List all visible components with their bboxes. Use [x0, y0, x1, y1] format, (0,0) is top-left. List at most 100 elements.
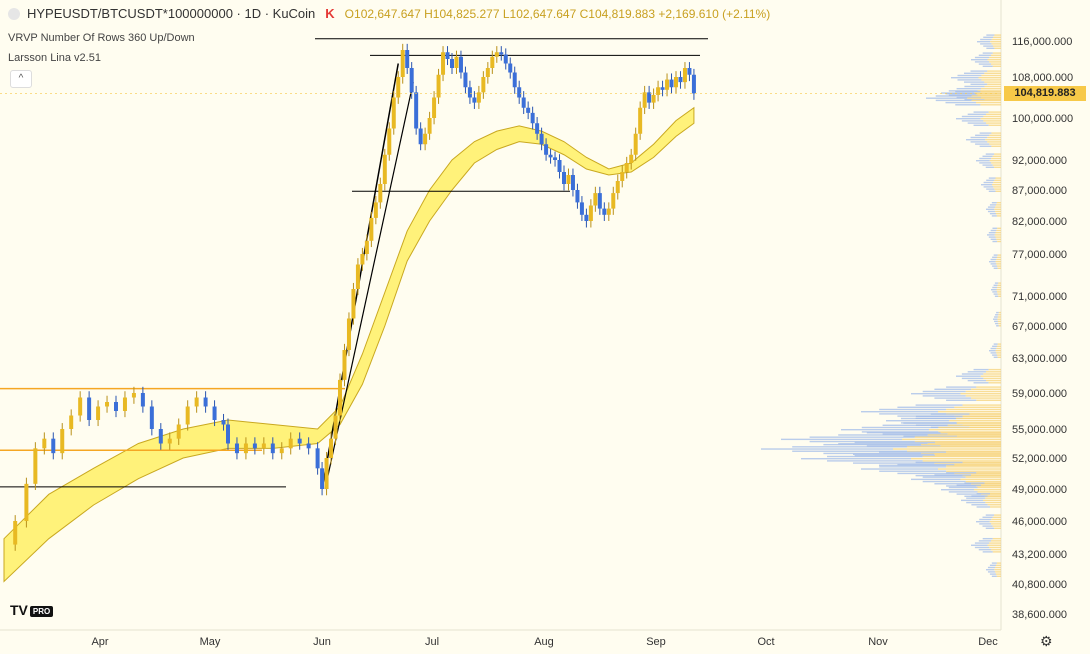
volume-profile-up-bar — [922, 455, 1001, 458]
volume-profile-up-bar — [991, 132, 1001, 134]
candle-body — [624, 163, 629, 172]
volume-profile-down-bar — [991, 202, 997, 204]
volume-profile-down-bar — [982, 52, 993, 54]
candle-body — [306, 443, 311, 449]
change-readout: +2,169.610 (+2.11%) — [658, 6, 771, 21]
volume-profile-down-bar — [861, 468, 938, 470]
volume-profile-down-bar — [983, 45, 994, 47]
volume-profile-down-bar — [989, 573, 997, 575]
candle-body — [69, 415, 74, 429]
volume-profile-up-bar — [991, 518, 1001, 521]
volume-profile-down-bar — [861, 411, 938, 413]
volume-profile-down-bar — [978, 63, 992, 65]
volume-profile-down-bar — [964, 482, 985, 484]
price-tick-label: 116,000.000 — [1012, 36, 1072, 48]
candle-body — [570, 175, 575, 190]
volume-profile-up-bar — [980, 90, 1001, 93]
candle-body — [351, 289, 356, 319]
volume-profile-down-bar — [988, 190, 996, 192]
volume-profile-down-bar — [978, 54, 992, 56]
volume-profile-up-bar — [983, 120, 1001, 122]
volume-profile-down-bar — [823, 443, 922, 446]
volume-profile-up-bar — [987, 544, 1001, 546]
volume-profile-down-bar — [995, 314, 999, 316]
candle-body — [642, 92, 647, 108]
volume-profile-down-bar — [975, 134, 990, 136]
volume-profile-up-bar — [935, 441, 1001, 444]
volume-profile-up-bar — [997, 254, 1001, 256]
volume-profile-up-bar — [995, 177, 1001, 179]
time-tick-label: Sep — [646, 636, 666, 648]
volume-profile-down-bar — [992, 291, 998, 293]
volume-profile-up-bar — [997, 286, 1001, 289]
volume-profile-down-bar — [982, 516, 993, 518]
volume-profile-up-bar — [893, 448, 1001, 450]
volume-profile-down-bar — [973, 124, 989, 126]
indicator-vrvp[interactable]: VRVP Number Of Rows 360 Up/Down — [8, 32, 195, 44]
candle-body — [140, 393, 145, 407]
volume-profile-up-bar — [989, 61, 1001, 63]
candle-body — [346, 318, 351, 350]
volume-profile-up-bar — [991, 63, 1001, 65]
gear-icon[interactable]: ⚙ — [1040, 633, 1053, 649]
volume-profile-up-bar — [997, 318, 1001, 320]
ohlc-readout: O102,647.647 H104,825.277 L102,647.647 C… — [344, 6, 771, 21]
volume-profile-down-bar — [903, 422, 958, 424]
price-tick-label: 82,000.000 — [1012, 216, 1067, 228]
indicator-larsson[interactable]: Larsson Lina v2.51 — [8, 52, 101, 64]
volume-profile-down-bar — [994, 282, 999, 284]
volume-profile-up-bar — [996, 352, 1001, 354]
volume-profile-up-bar — [987, 136, 1001, 139]
symbol-legend: HYPEUSDT/BTCUSDT*100000000 · 1D · KuCoin… — [8, 6, 770, 21]
candle-body — [584, 214, 589, 221]
volume-profile-up-bar — [996, 347, 1001, 350]
volume-profile-up-bar — [997, 284, 1001, 286]
volume-profile-down-bar — [946, 386, 977, 388]
time-tick-label: Apr — [91, 636, 108, 648]
candle-body — [441, 52, 446, 75]
candle-body — [176, 424, 181, 439]
volume-profile-up-bar — [989, 56, 1001, 59]
candle-body — [355, 264, 360, 289]
volume-profile-down-bar — [792, 446, 908, 448]
symbol-title[interactable]: HYPEUSDT/BTCUSDT*100000000 · 1D · KuCoin — [27, 6, 316, 21]
volume-profile-down-bar — [897, 406, 955, 408]
volume-profile-up-bar — [985, 497, 1001, 499]
volume-profile-down-bar — [986, 34, 995, 36]
volume-profile-down-bar — [915, 404, 963, 406]
volume-profile-down-bar — [853, 453, 935, 455]
candle-body — [432, 97, 437, 118]
candle-body — [360, 254, 365, 265]
volume-profile-down-bar — [983, 186, 994, 188]
price-tick-label: 55,000.000 — [1012, 424, 1067, 436]
volume-profile-up-bar — [989, 143, 1001, 145]
volume-profile-up-bar — [976, 93, 1001, 95]
volume-profile-up-bar — [927, 434, 1001, 436]
volume-profile-up-bar — [989, 160, 1001, 162]
volume-profile-up-bar — [969, 413, 1001, 415]
candle-body — [261, 443, 266, 449]
volume-profile-up-bar — [991, 157, 1001, 160]
volume-profile-up-bar — [997, 265, 1001, 267]
candle-body — [629, 154, 634, 163]
symbol-icon — [8, 7, 20, 20]
candle-body — [588, 205, 593, 221]
volume-profile-down-bar — [956, 118, 981, 120]
volume-profile-down-bar — [781, 438, 902, 441]
candle-body — [450, 59, 454, 68]
volume-profile-down-bar — [986, 569, 995, 571]
candle-body — [369, 217, 374, 241]
candle-body — [611, 193, 616, 209]
volume-profile-down-bar — [930, 413, 970, 415]
candle-body — [185, 406, 190, 425]
volume-profile-down-bar — [841, 429, 929, 431]
chevron-up-icon[interactable]: ^ — [10, 70, 32, 88]
volume-profile-up-bar — [996, 238, 1001, 240]
volume-profile-up-bar — [995, 210, 1001, 213]
candle-body — [593, 193, 598, 206]
volume-profile-up-bar — [987, 59, 1001, 61]
candle-body — [382, 154, 387, 184]
volume-profile-down-bar — [861, 431, 939, 433]
volume-profile-down-bar — [967, 379, 987, 382]
